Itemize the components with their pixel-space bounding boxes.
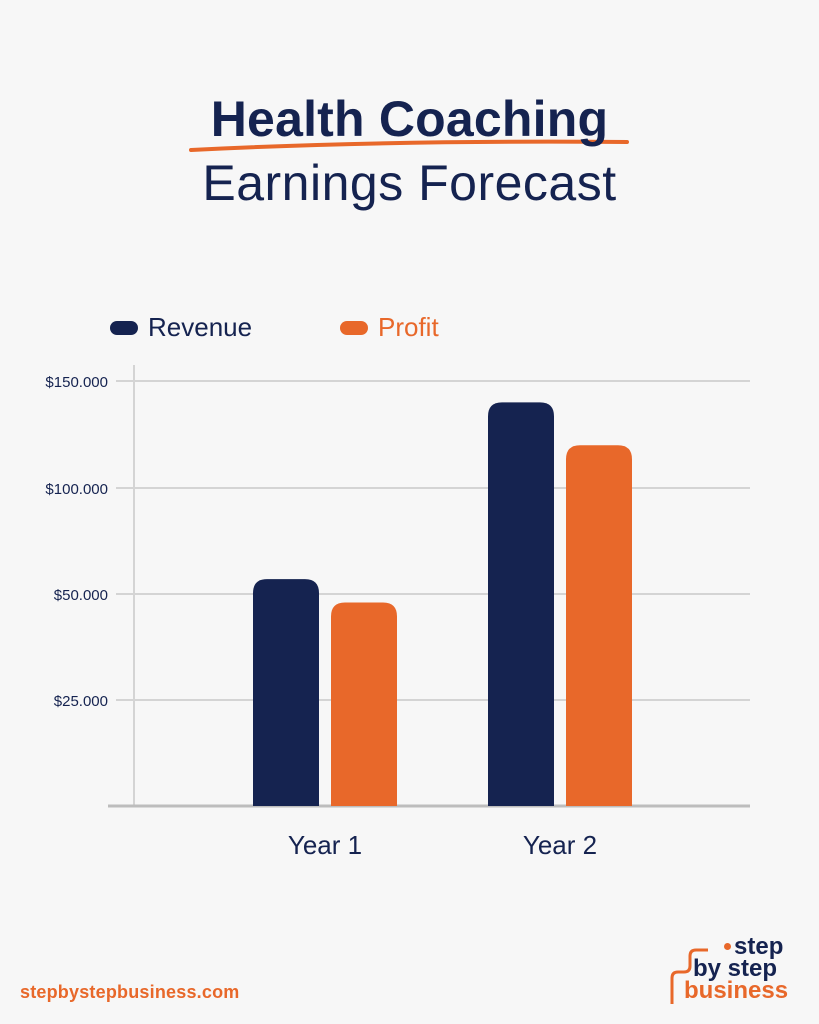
legend-label-revenue: Revenue [148,312,253,342]
logo-word-by-step: by step [693,955,778,982]
bar-profit-year-2 [566,445,632,806]
legend-swatch-revenue [110,320,138,335]
bar-revenue-year-2 [488,402,554,806]
legend-swatch-profit [340,320,368,335]
bar-revenue-year-1 [253,579,319,806]
y-tick-label: $25.000 [54,693,108,710]
title-underline [188,139,629,152]
logo-word-business: business [684,977,789,1004]
title-line-1-text: Health Coaching [210,91,609,147]
brand-logo: step by step business [668,933,803,1006]
y-tick-label: $150.000 [45,374,108,391]
legend-item-revenue: Revenue [110,312,252,343]
title-line-2: Earnings Forecast [202,155,617,211]
logo-dot [724,943,731,950]
y-tick-label: $100.000 [45,481,108,498]
chart-title: Health Coaching Earnings Forecast [0,88,819,214]
legend-label-profit: Profit [378,312,439,342]
x-tick-label: Year 1 [288,830,362,860]
logo-stairs-icon [670,948,708,1004]
y-tick-label: $50.000 [54,587,108,604]
legend-item-profit: Profit [340,312,439,343]
footer-url: stepbystepbusiness.com [20,982,240,1002]
logo-word-step: step [734,933,784,960]
bar-profit-year-1 [331,602,397,806]
x-tick-label: Year 2 [523,830,597,860]
bar-chart: $25.000 $50.000 $100.000 $150.000 Year 1 Year… [45,365,750,860]
title-line-1: Health Coaching [188,88,629,152]
